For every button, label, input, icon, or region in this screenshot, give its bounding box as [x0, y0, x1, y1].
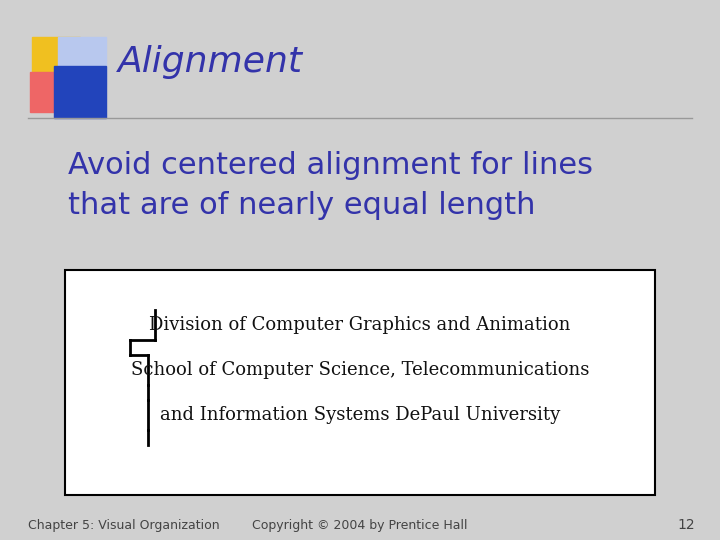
Text: and Information Systems DePaul University: and Information Systems DePaul Universit… — [160, 406, 560, 424]
Text: 12: 12 — [678, 518, 695, 532]
Text: Division of Computer Graphics and Animation: Division of Computer Graphics and Animat… — [149, 316, 571, 334]
Text: that are of nearly equal length: that are of nearly equal length — [68, 191, 536, 219]
Bar — [58, 37, 106, 85]
Bar — [30, 72, 80, 112]
Text: Avoid centered alignment for lines: Avoid centered alignment for lines — [68, 151, 593, 179]
Bar — [54, 66, 106, 118]
Bar — [32, 37, 80, 85]
Bar — [65, 270, 655, 495]
Text: Alignment: Alignment — [118, 45, 303, 79]
Text: School of Computer Science, Telecommunications: School of Computer Science, Telecommunic… — [131, 361, 589, 379]
Text: Chapter 5: Visual Organization: Chapter 5: Visual Organization — [28, 518, 220, 531]
Text: Copyright © 2004 by Prentice Hall: Copyright © 2004 by Prentice Hall — [252, 518, 468, 531]
